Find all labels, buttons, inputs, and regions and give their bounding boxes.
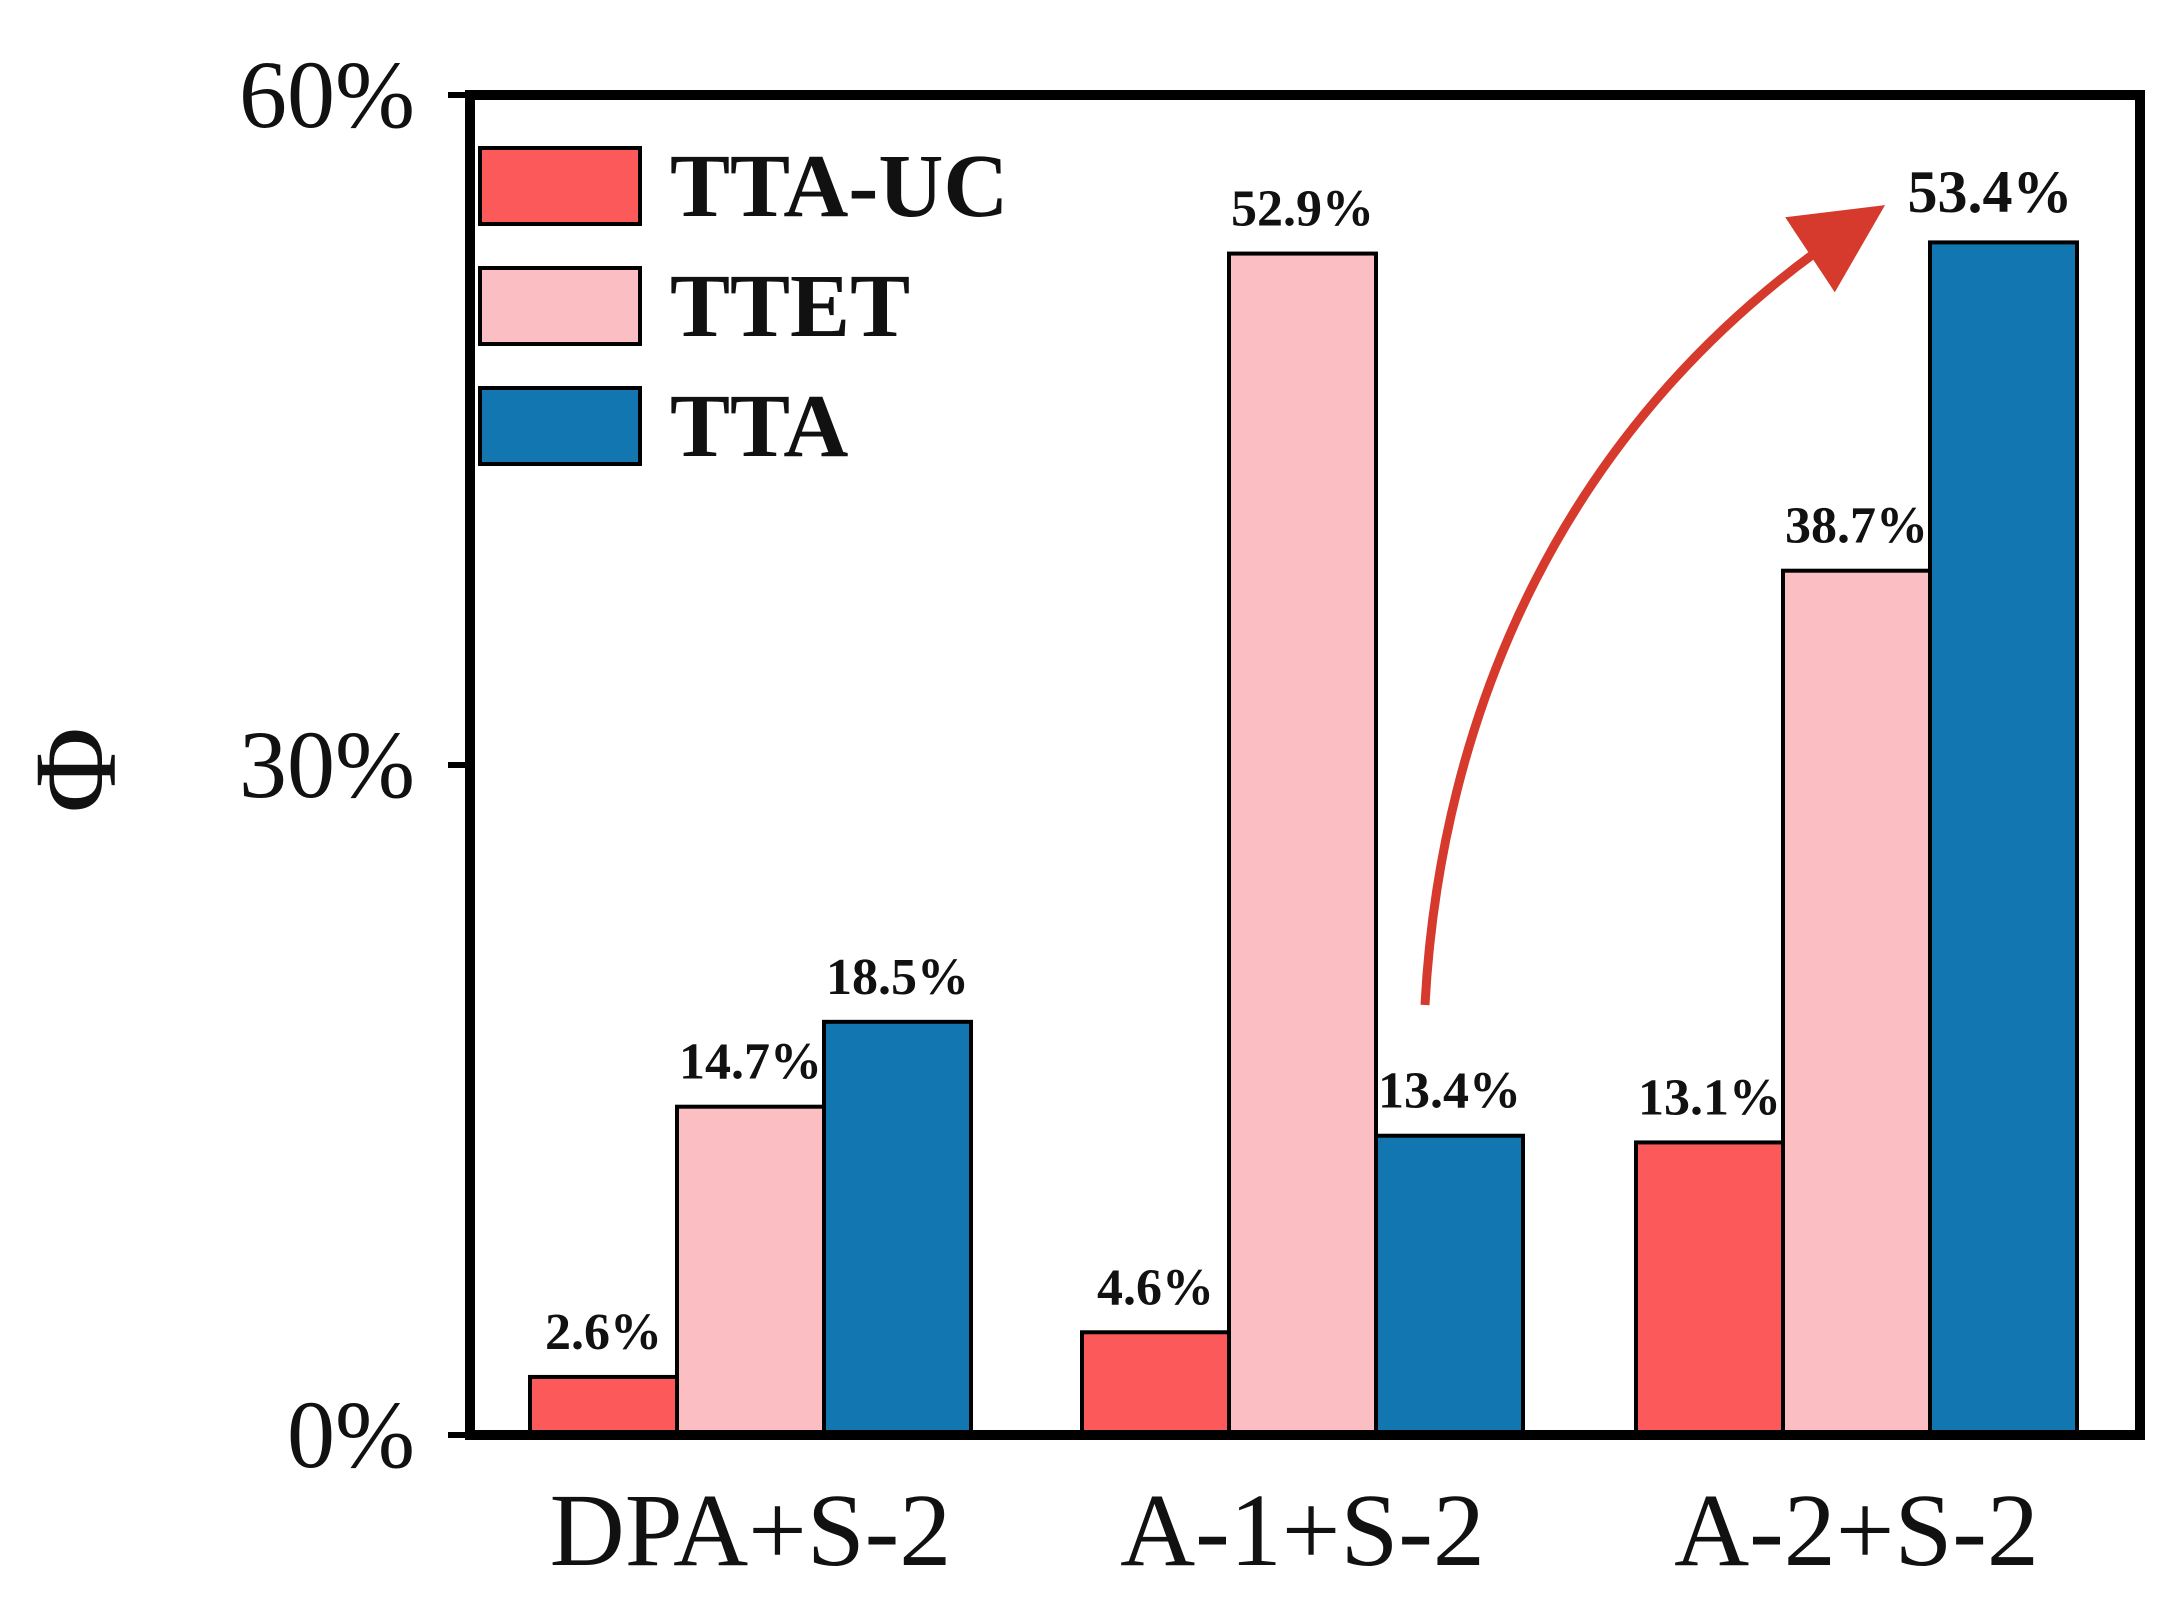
y-axis-label: Φ	[10, 727, 141, 813]
bar-tta-2	[1374, 1133, 1525, 1437]
data-label-tta-2: 13.4%	[1378, 1063, 1521, 1120]
bar-ttet-2	[1227, 251, 1378, 1438]
bar-tta-3	[1928, 240, 2079, 1437]
x-tick-label-3: A-2+S-2	[1674, 1473, 2039, 1588]
y-tick-label-1: 0%	[287, 1381, 415, 1488]
bar-tta-1	[822, 1019, 973, 1437]
bar-tta-uc-1	[528, 1374, 679, 1438]
data-label-tta-uc-1: 2.6%	[545, 1304, 662, 1361]
bar-tta-uc-2	[1080, 1330, 1231, 1438]
bar-ttet-1	[675, 1104, 826, 1437]
legend-label-ttet: TTET	[670, 257, 910, 356]
bar-ttet-3	[1781, 568, 1932, 1437]
legend: TTA-UC TTET TTA	[478, 137, 1008, 476]
data-label-tta-uc-2: 4.6%	[1097, 1259, 1214, 1316]
y-axis: 0% 30% 60%	[239, 41, 470, 1488]
data-label-ttet-3: 38.7%	[1785, 498, 1928, 555]
annotation-label: 53.4%	[1908, 159, 2073, 225]
data-label-ttet-2: 52.9%	[1231, 181, 1374, 238]
legend-swatch-tta-uc	[478, 146, 642, 226]
y-tick-label-2: 30%	[239, 711, 415, 818]
x-tick-label-2: A-1+S-2	[1120, 1473, 1485, 1588]
data-labels-layer: 2.6% 14.7%18.5% 4.6% 52.9% 13.4% 13.1% 38.7%	[545, 181, 1928, 1361]
legend-label-tta-uc: TTA-UC	[670, 137, 1008, 236]
legend-label-tta: TTA	[670, 377, 848, 476]
annotation-arrow	[1420, 205, 1886, 1006]
legend-swatch-tta	[478, 386, 642, 466]
x-axis: DPA+S-2 A-1+S-2 A-2+S-2	[550, 1473, 2039, 1588]
data-label-tta-uc-3: 13.1%	[1638, 1069, 1781, 1126]
data-label-tta-1: 18.5%	[826, 949, 969, 1006]
bar-tta-uc-3	[1634, 1140, 1785, 1438]
y-tick-label-3: 60%	[239, 41, 415, 148]
data-label-ttet-1: 14.7%	[679, 1034, 822, 1091]
x-tick-label-1: DPA+S-2	[550, 1473, 952, 1588]
legend-swatch-ttet	[478, 266, 642, 346]
